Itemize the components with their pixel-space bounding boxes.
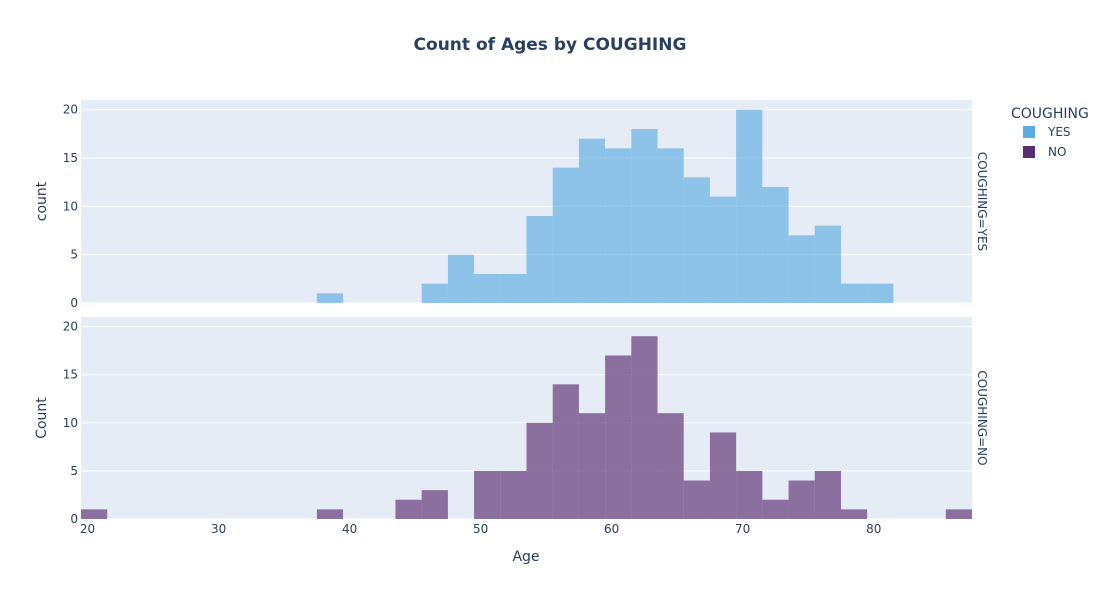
legend-swatch — [1023, 126, 1035, 138]
histogram-bar — [500, 274, 527, 303]
histogram-bar — [447, 254, 475, 303]
x-tick-label: 40 — [342, 522, 357, 536]
y-tick-label: 10 — [63, 416, 78, 430]
x-tick-label: 70 — [735, 522, 750, 536]
x-tick-label: 30 — [211, 522, 226, 536]
chart-title: Count of Ages by COUGHING — [414, 35, 687, 55]
histogram-bar — [81, 509, 108, 519]
y-tick-label: 15 — [63, 151, 78, 165]
histogram-bar — [736, 470, 763, 519]
x-tick-label: 50 — [473, 522, 488, 536]
histogram-bar — [683, 177, 710, 303]
histogram-bar — [421, 490, 448, 519]
histogram-bar — [500, 470, 527, 519]
histogram-bar — [474, 274, 501, 303]
histogram-bar — [578, 138, 606, 303]
histogram-bar — [814, 225, 841, 303]
histogram-bar — [395, 499, 422, 519]
histogram-bar — [552, 167, 579, 303]
histogram-bar — [605, 355, 632, 519]
histogram-bar — [736, 109, 763, 304]
y-tick-label: 0 — [70, 512, 78, 526]
histogram-bar — [814, 470, 841, 519]
histogram-bar — [683, 480, 710, 519]
histogram-bar — [605, 148, 632, 303]
legend-label: NO — [1048, 145, 1066, 159]
y-tick-label: 0 — [70, 296, 78, 310]
histogram-bar — [945, 509, 972, 519]
histogram-bar — [474, 470, 501, 519]
histogram-bar — [762, 499, 789, 519]
histogram-bar — [867, 283, 894, 303]
x-axis-title: Age — [512, 549, 539, 565]
histogram-bar — [762, 187, 789, 303]
y-tick-label: 20 — [63, 320, 78, 334]
y-tick-label: 15 — [63, 368, 78, 382]
panel-yes: 0 5 10 15 20 count COUGHING=YES — [34, 100, 989, 310]
legend-title: COUGHING — [1011, 106, 1089, 122]
legend-item-no: NO — [1023, 145, 1066, 159]
histogram-bar — [840, 283, 868, 303]
histogram-bar — [788, 235, 815, 303]
legend-swatch — [1023, 146, 1035, 158]
legend: COUGHING YES NO — [1011, 106, 1089, 159]
facet-label: COUGHING=NO — [975, 370, 989, 465]
histogram-bar — [526, 422, 553, 519]
histogram-bar — [578, 413, 606, 519]
histogram-bar — [552, 384, 579, 519]
histogram-bar — [421, 283, 448, 303]
histogram-bar — [526, 216, 553, 303]
panel-no: 0 5 10 15 20 Count COUGHING=NO — [34, 317, 989, 526]
x-tick-label: 20 — [80, 522, 95, 536]
legend-item-yes: YES — [1023, 125, 1071, 139]
x-tick-label: 60 — [604, 522, 619, 536]
histogram-bar — [709, 432, 737, 519]
histogram-bar — [316, 293, 344, 303]
histogram-bar — [316, 509, 344, 519]
y-tick-label: 5 — [70, 464, 78, 478]
y-tick-label: 20 — [63, 103, 78, 117]
histogram-bar — [657, 148, 684, 303]
y-tick-label: 10 — [63, 199, 78, 213]
legend-label: YES — [1047, 125, 1071, 139]
y-axis-title: Count — [34, 397, 50, 439]
histogram-bar — [657, 413, 684, 519]
y-tick-label: 5 — [70, 248, 78, 262]
histogram-bar — [788, 480, 815, 519]
histogram-bar — [840, 509, 868, 519]
histogram-bar — [709, 196, 737, 303]
y-axis-title: count — [34, 181, 50, 221]
histogram-bar — [631, 129, 658, 303]
facet-label: COUGHING=YES — [975, 152, 989, 251]
facet-panels: 0 5 10 15 20 count COUGHING=YES 0 5 10 15 20 Count CO… — [34, 100, 989, 536]
histogram-bar — [631, 336, 658, 519]
x-tick-label: 80 — [866, 522, 881, 536]
